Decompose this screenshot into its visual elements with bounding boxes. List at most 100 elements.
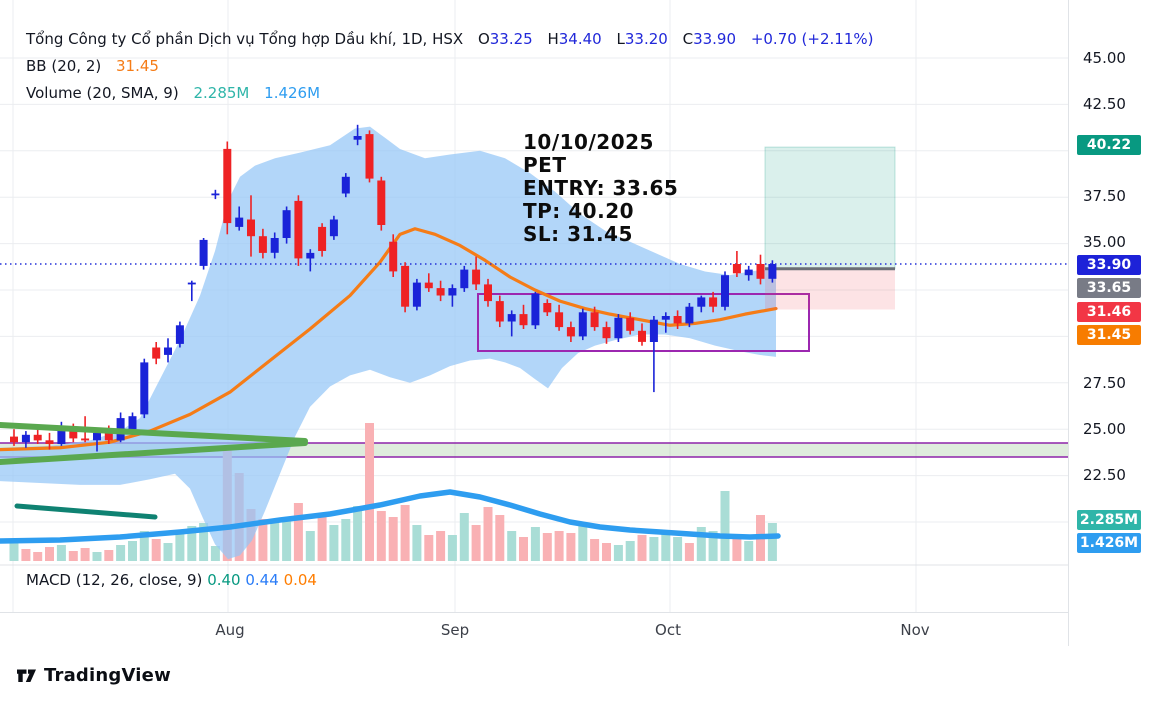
volume-bar xyxy=(258,519,268,561)
footer: TradingView xyxy=(0,647,1172,703)
volume-bar xyxy=(21,549,31,561)
trend-wedge-top-line[interactable] xyxy=(0,422,308,444)
candle xyxy=(164,347,172,355)
candle xyxy=(756,264,765,279)
volume-label: Volume (20, SMA, 9) xyxy=(26,84,179,102)
volume-bar xyxy=(708,531,718,561)
volume-bar xyxy=(175,533,185,561)
entry-price-badge: 33.65 xyxy=(1077,278,1141,298)
candle xyxy=(258,236,267,253)
candle xyxy=(602,327,611,339)
bb-basis-badge: 31.45 xyxy=(1077,325,1141,345)
candle xyxy=(638,330,646,342)
candle xyxy=(318,226,327,251)
volume-bar xyxy=(104,550,114,561)
volume-trend-line[interactable] xyxy=(14,503,158,520)
candle xyxy=(128,416,137,430)
candle xyxy=(187,282,196,285)
time-axis[interactable]: Aug Sep Oct Nov xyxy=(0,612,1068,648)
time-axis-label: Aug xyxy=(215,621,245,639)
volume-bar xyxy=(578,525,588,561)
volume-bar xyxy=(625,541,635,561)
candle xyxy=(661,316,670,320)
consolidation-box[interactable] xyxy=(477,293,810,352)
volume-bar xyxy=(56,545,66,561)
candle xyxy=(697,297,706,307)
volume-bar xyxy=(210,546,220,561)
low-label: L xyxy=(616,30,625,48)
volume-bar xyxy=(542,533,552,561)
position-loss-zone[interactable] xyxy=(765,268,895,310)
volume-bar xyxy=(637,535,647,561)
volume-bar xyxy=(649,537,659,561)
candle xyxy=(353,136,362,140)
candle xyxy=(484,284,492,302)
volume-bar xyxy=(128,541,137,561)
volume-bar xyxy=(199,523,209,561)
bb-label: BB (20, 2) xyxy=(26,57,102,75)
candle xyxy=(140,362,149,415)
candle xyxy=(673,316,682,324)
volume-bar xyxy=(673,537,683,561)
stop-price-badge: 31.46 xyxy=(1077,302,1141,322)
volume-bar xyxy=(744,541,754,561)
annotation-date: 10/10/2025 xyxy=(523,130,654,154)
macd-label: MACD (12, 26, close, 9) xyxy=(26,571,203,589)
volume-bar xyxy=(530,527,540,561)
volume-bar xyxy=(696,527,706,561)
symbol-legend-row[interactable]: Tổng Công ty Cổ phần Dịch vụ Tổng hợp Dầ… xyxy=(26,26,873,53)
candle xyxy=(270,238,279,253)
volume-bar xyxy=(519,537,528,561)
price-axis[interactable]: 45.00 42.50 40.22 37.50 35.00 33.90 33.65 31.46… xyxy=(1068,0,1172,646)
time-axis-label: Sep xyxy=(440,621,470,639)
candle xyxy=(57,427,66,444)
annotation-symbol: PET xyxy=(523,153,567,177)
candle xyxy=(543,303,552,313)
tradingview-brand[interactable]: TradingView xyxy=(16,665,171,686)
volume-bar xyxy=(329,525,339,561)
candle xyxy=(590,312,599,328)
candle xyxy=(472,269,481,285)
price-axis-label: 35.00 xyxy=(1083,233,1126,251)
chart-pane[interactable] xyxy=(0,0,1068,612)
volume-bar xyxy=(163,543,173,561)
volume-bar xyxy=(293,503,303,561)
candle xyxy=(45,440,54,444)
candle xyxy=(614,317,623,339)
volume-bar xyxy=(151,539,161,561)
trade-plan-annotation[interactable]: 10/10/2025 PET ENTRY: 33.65 TP: 40.20 SL… xyxy=(523,131,678,246)
volume-sma-line xyxy=(0,489,781,544)
volume-value-badge: 2.285M xyxy=(1077,510,1141,530)
candle xyxy=(389,241,398,272)
candle xyxy=(436,288,445,296)
volume-legend-row[interactable]: Volume (20, SMA, 9) 2.285M 1.426M xyxy=(26,80,873,107)
price-axis-label: 27.50 xyxy=(1083,374,1126,392)
trend-wedge-bottom-line[interactable] xyxy=(0,440,308,465)
volume-bar xyxy=(459,513,469,561)
volume-bar xyxy=(68,551,78,561)
volume-bar xyxy=(412,525,422,561)
position-profit-zone[interactable] xyxy=(764,146,896,270)
candle xyxy=(341,176,350,194)
volume-bar xyxy=(566,533,576,561)
macd-hist-value: 0.04 xyxy=(283,571,317,589)
open-value: 33.25 xyxy=(489,30,533,48)
volume-bar xyxy=(139,531,149,561)
volume-bar xyxy=(495,515,505,561)
candle xyxy=(555,312,564,328)
macd-legend-row[interactable]: MACD (12, 26, close, 9) 0.40 0.44 0.04 xyxy=(26,571,317,589)
volume-bar xyxy=(317,517,327,561)
time-axis-label: Nov xyxy=(900,621,930,639)
candle xyxy=(519,314,528,326)
price-axis-label: 22.50 xyxy=(1083,466,1126,484)
candle xyxy=(21,434,30,443)
candle xyxy=(460,269,469,289)
tradingview-logo-icon xyxy=(17,669,36,682)
volume-bar xyxy=(187,526,197,561)
candle xyxy=(768,264,777,279)
volume-bar xyxy=(661,533,671,561)
volume-bar xyxy=(388,517,398,561)
low-value: 33.20 xyxy=(624,30,668,48)
bb-legend-row[interactable]: BB (20, 2) 31.45 xyxy=(26,53,873,80)
change-value: +0.70 (+2.11%) xyxy=(750,30,874,48)
